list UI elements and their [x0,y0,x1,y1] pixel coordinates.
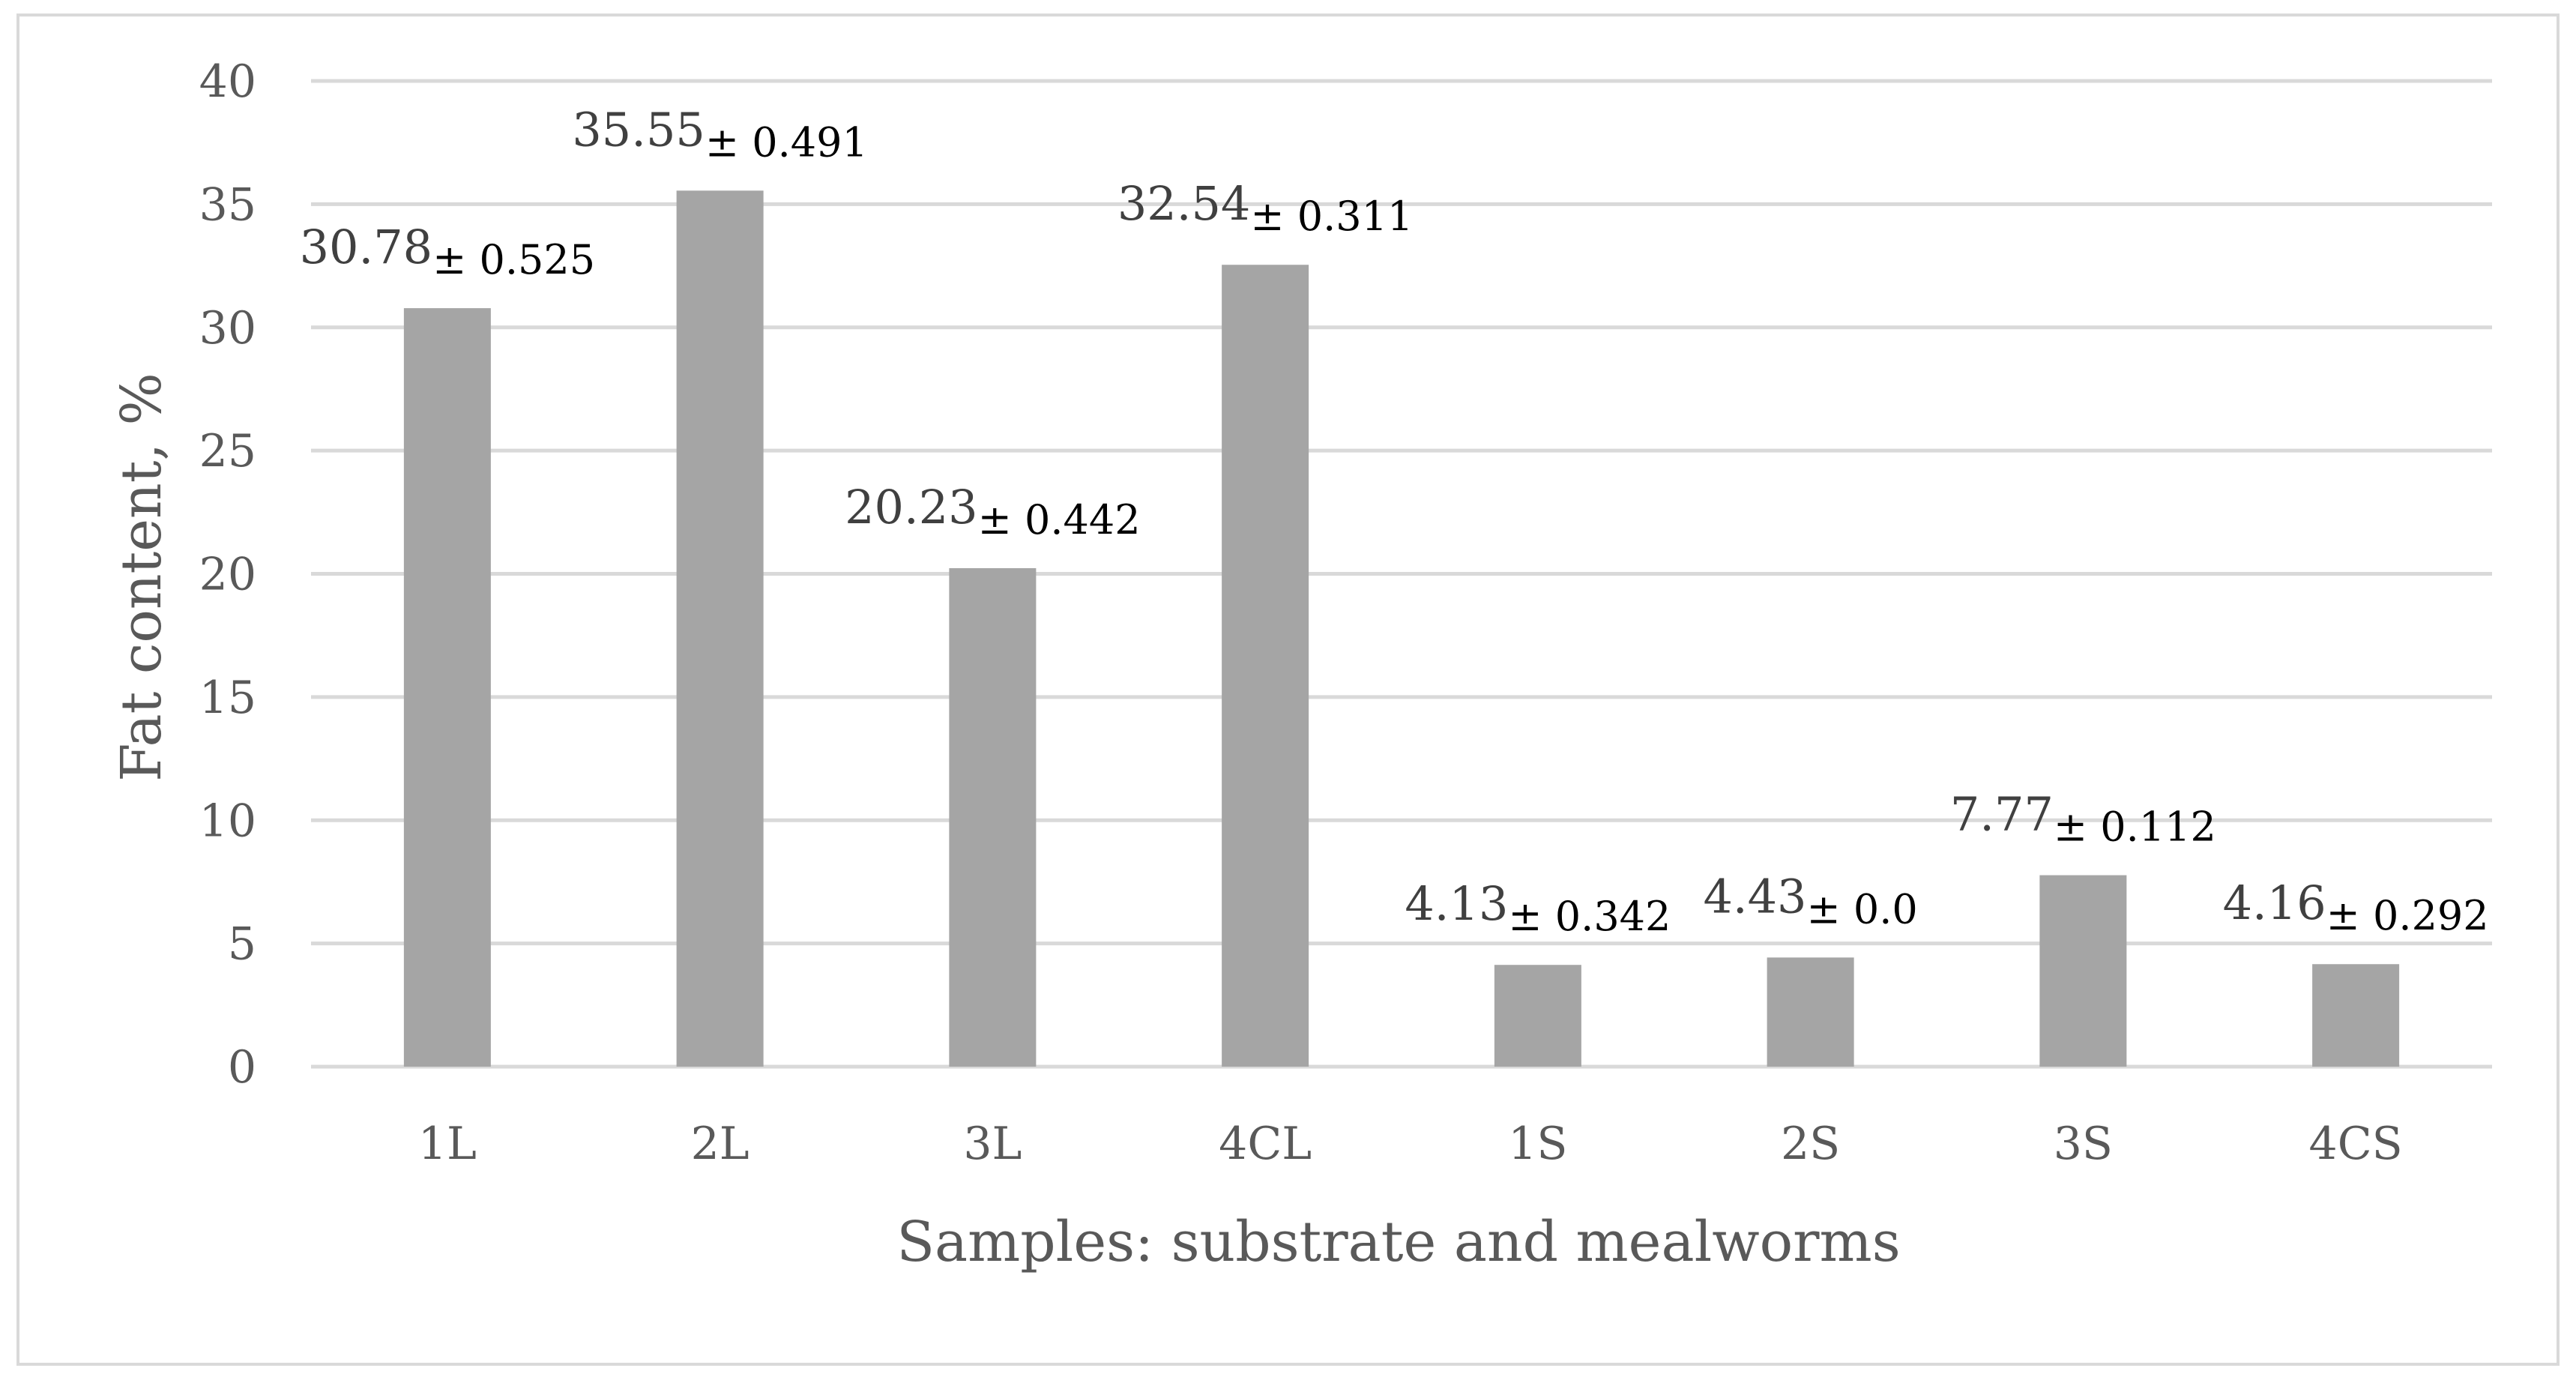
x-tick-label: 2L [691,1118,749,1170]
y-tick-label: 35 [199,178,256,231]
x-tick-label: 4CL [1219,1118,1312,1170]
bar [949,567,1037,1067]
x-tick-label: 3S [2054,1118,2113,1170]
y-tick-label: 20 [199,549,256,601]
data-label: 7.77± 0.112 [1950,787,2216,851]
y-tick-label: 10 [199,795,256,847]
y-tick-label: 5 [228,918,256,971]
bar [403,308,491,1067]
data-label: 4.43± 0.0 [1703,869,1917,932]
data-label: 4.16± 0.292 [2223,876,2489,939]
bar [1494,965,1581,1067]
x-tick-label: 1S [1508,1118,1567,1170]
bar [1767,957,1854,1067]
x-tick-label: 1L [418,1118,477,1170]
bar [2039,875,2127,1067]
data-label: 20.23± 0.442 [845,480,1141,543]
data-labels: 30.78± 0.525 35.55± 0.491 20.23± 0.442 32.5… [300,102,2489,940]
data-label: 35.55± 0.491 [572,102,868,166]
x-tick-label: 4CS [2309,1118,2403,1170]
data-label: 4.13± 0.342 [1405,876,1671,940]
y-axis-title: Fat content, % [109,373,174,782]
bar [676,190,764,1067]
y-tick-label: 40 [199,55,256,108]
data-label: 30.78± 0.525 [300,220,596,283]
x-axis-title: Samples: substrate and mealworms [896,1210,1900,1274]
bars [403,190,2400,1067]
y-tick-label: 25 [199,425,256,477]
y-tick-label: 15 [199,672,256,724]
bar [1222,265,1309,1067]
data-label: 32.54± 0.311 [1117,176,1414,240]
x-tick-label: 3L [963,1118,1022,1170]
bar [2312,964,2400,1067]
y-tick-label: 30 [199,302,256,355]
x-tick-label: 2S [1781,1118,1840,1170]
gridlines [311,79,2492,1069]
y-tick-label: 0 [228,1041,256,1094]
y-axis-ticks: 0 5 10 15 20 25 30 35 40 [199,55,256,1094]
x-axis-ticks: 1L 2L 3L 4CL 1S 2S 3S 4CS [418,1118,2403,1170]
